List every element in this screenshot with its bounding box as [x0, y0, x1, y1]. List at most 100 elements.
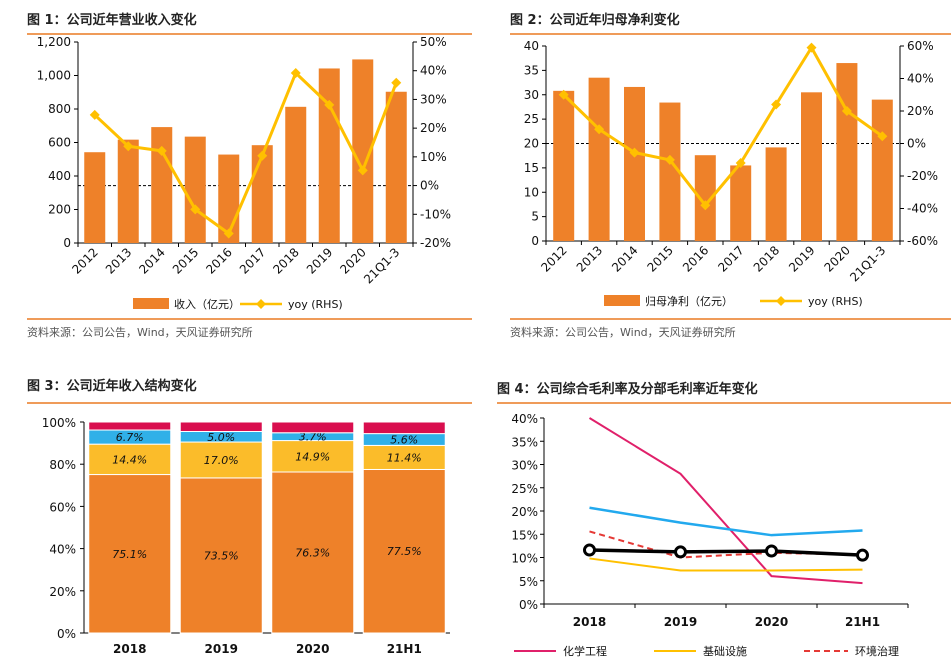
bar [836, 63, 858, 241]
yoy-marker [771, 99, 782, 110]
bar [84, 152, 106, 243]
stack-segment-label: 77.5% [387, 545, 422, 558]
yoy-line [93, 71, 398, 236]
yoy-marker [257, 150, 268, 161]
y-axis-tick-label: 20% [49, 585, 76, 599]
left-axis-tick-label: 20 [524, 137, 539, 151]
chemical-engineering-line [588, 417, 863, 585]
left-axis-tick-label: 15 [524, 161, 539, 175]
bar [801, 92, 822, 241]
segment-blue-line [589, 506, 863, 537]
figure-1-plot: 0 200 400 600 800 1,000 1,200 -20% -10% 0% 10% 20% 3… [37, 35, 451, 286]
x-axis-category-label: 2017 [715, 243, 746, 274]
right-axis-tick-label: 30% [420, 92, 447, 106]
figure-2-plot: 0 5 10 15 20 25 30 35 40 -60% -40% -20% 0% 20% 40% 60% 2… [524, 39, 938, 284]
legend-revenue-label: 收入（亿元） [174, 297, 240, 311]
bar [385, 91, 407, 243]
bar [624, 86, 645, 241]
figure-2-title: 图 2：公司近年归母净利变化 [510, 12, 680, 28]
stack-segment-label: 6.7% [116, 431, 144, 444]
overall-margin-marker [856, 548, 869, 562]
right-axis-tick-label: 60% [907, 39, 934, 53]
y-axis-tick-label: 15% [511, 528, 538, 542]
yoy-marker [324, 99, 335, 110]
y-axis-tick-label: 10% [511, 552, 538, 566]
legend-yoy-label: yoy (RHS) [288, 298, 343, 311]
figure-3-revenue-structure: 图 3：公司近年收入结构变化 0% 20% 40% 60% 80% 100% 75.1% 14… [27, 378, 472, 656]
yoy-marker [290, 68, 301, 79]
legend-yoy-marker [776, 296, 786, 306]
stack-segment-mid [88, 443, 172, 476]
right-axis-tick-label: 10% [420, 150, 447, 164]
left-axis-tick-label: 0 [63, 236, 71, 250]
x-axis-category-label: 2015 [645, 243, 676, 274]
right-axis-tick-label: 0% [420, 179, 439, 193]
y-axis-tick-label: 35% [511, 435, 538, 449]
yoy-marker [700, 200, 711, 211]
x-axis-category-label: 2012 [69, 245, 100, 276]
right-axis-tick-label: -40% [907, 202, 938, 216]
legend-yoy-marker [256, 299, 266, 309]
x-axis-category-label: 2016 [680, 243, 711, 274]
figure-4-plot: 0% 5% 10% 15% 20% 25% 30% 35% 40% 2018 2019 2020 21H… [511, 412, 909, 629]
y-axis-tick-label: 5% [519, 575, 538, 589]
right-axis-tick-label: 20% [420, 121, 447, 135]
legend-net-profit-swatch [604, 295, 640, 306]
stack-segment-cap [271, 421, 355, 434]
figure-1-source: 资料来源：公司公告，Wind，天风证券研究所 [27, 325, 253, 339]
bar [659, 102, 681, 241]
bar [352, 59, 374, 243]
left-axis-tick-label: 1,000 [37, 69, 71, 83]
stack-segment-mid [271, 440, 355, 473]
bar [765, 147, 787, 241]
y-axis-tick-label: 30% [511, 459, 538, 473]
stack-segment-label: 5.0% [207, 431, 235, 444]
yoy-marker [664, 154, 675, 165]
yoy-marker [841, 106, 852, 116]
stack-segment-label: 76.3% [295, 547, 330, 560]
stack-segment-base [271, 471, 355, 634]
x-axis-category-label: 2019 [786, 243, 817, 274]
overall-margin-marker [674, 545, 687, 559]
y-axis-tick-label: 0% [57, 627, 76, 641]
x-axis-category-label: 2013 [103, 245, 134, 276]
stack-segment-label: 3.7% [299, 431, 327, 444]
figure-2-source: 资料来源：公司公告，Wind，天风证券研究所 [510, 325, 736, 339]
x-axis-category-label: 2019 [664, 615, 697, 629]
figure-4-title: 图 4：公司综合毛利率及分部毛利率近年变化 [497, 381, 758, 397]
yoy-marker [806, 42, 817, 53]
bar [318, 68, 340, 243]
stack-segment-cap [179, 421, 263, 432]
bar [553, 90, 575, 241]
yoy-line [562, 46, 884, 207]
right-axis-tick-label: -60% [907, 234, 938, 248]
x-axis-category-label: 21H1 [387, 642, 422, 656]
left-axis-tick-label: 35 [524, 63, 539, 77]
x-axis-category-label: 2013 [574, 243, 605, 274]
stack-segment-label: 14.9% [295, 450, 330, 463]
bar [117, 139, 139, 243]
yoy-marker [156, 145, 167, 156]
legend-chemical-label: 化学工程 [563, 644, 607, 658]
figure-1-legend: 收入（亿元） yoy (RHS) [133, 297, 343, 311]
overall-margin-marker [765, 544, 778, 558]
x-axis-category-label: 2020 [822, 243, 853, 274]
figure-4-gross-margin: 图 4：公司综合毛利率及分部毛利率近年变化 0% 5% 10% 15% 20% 25% 30… [497, 381, 951, 658]
left-axis-tick-label: 800 [48, 102, 71, 116]
y-axis-tick-label: 40% [511, 412, 538, 426]
figure-2-legend: 归母净利（亿元） yoy (RHS) [604, 294, 863, 308]
x-axis-category-label: 2014 [609, 243, 640, 274]
left-axis-tick-label: 0 [531, 234, 539, 248]
overall-margin-marker [583, 543, 596, 557]
yoy-marker [877, 131, 888, 142]
x-axis-category-label: 2016 [203, 245, 234, 276]
x-axis-category-label: 2020 [755, 615, 788, 629]
bar [151, 127, 173, 243]
figure-3-plot: 0% 20% 40% 60% 80% 100% 75.1% 14.4% 6.7% 2018 73.5… [42, 416, 450, 656]
x-axis-category-label: 2018 [113, 642, 146, 656]
y-axis-tick-label: 25% [511, 482, 538, 496]
legend-net-profit-label: 归母净利（亿元） [645, 294, 733, 308]
yoy-marker [123, 141, 134, 152]
y-axis-tick-label: 20% [511, 505, 538, 519]
